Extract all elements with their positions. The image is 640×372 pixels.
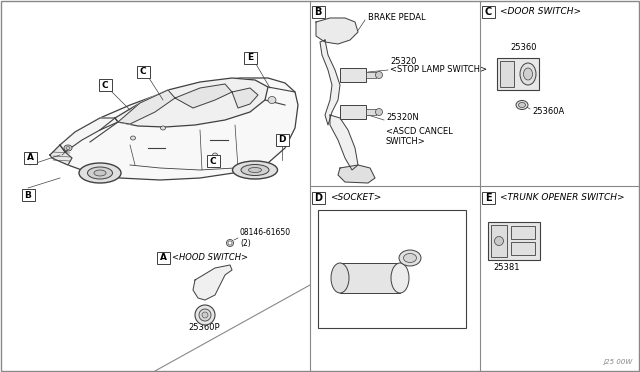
Text: C: C bbox=[102, 80, 108, 90]
Text: 25360A: 25360A bbox=[532, 108, 564, 116]
Polygon shape bbox=[338, 165, 375, 183]
Ellipse shape bbox=[227, 240, 234, 247]
Ellipse shape bbox=[161, 126, 166, 130]
Text: 25320: 25320 bbox=[390, 58, 417, 67]
Text: <KNOB>: <KNOB> bbox=[415, 244, 453, 253]
Polygon shape bbox=[175, 84, 232, 108]
Ellipse shape bbox=[232, 161, 278, 179]
Text: 25360: 25360 bbox=[510, 44, 536, 52]
Bar bbox=[340, 263, 400, 293]
Bar bbox=[497, 58, 539, 90]
Bar bbox=[312, 192, 324, 204]
Text: 25381: 25381 bbox=[493, 263, 520, 273]
Text: E: E bbox=[247, 54, 253, 62]
Ellipse shape bbox=[268, 96, 276, 103]
Ellipse shape bbox=[516, 100, 528, 109]
Text: B: B bbox=[314, 7, 322, 17]
Text: A: A bbox=[26, 154, 33, 163]
Ellipse shape bbox=[64, 145, 72, 151]
Bar bbox=[511, 226, 535, 239]
Text: 25360P: 25360P bbox=[188, 324, 220, 333]
Ellipse shape bbox=[376, 71, 383, 78]
Ellipse shape bbox=[195, 305, 215, 325]
Bar bbox=[22, 189, 35, 201]
Text: <ASCD CANCEL
SWITCH>: <ASCD CANCEL SWITCH> bbox=[386, 127, 452, 147]
Ellipse shape bbox=[228, 241, 232, 245]
Bar bbox=[275, 134, 289, 146]
Text: <STOP LAMP SWITCH>: <STOP LAMP SWITCH> bbox=[390, 65, 487, 74]
Ellipse shape bbox=[202, 312, 208, 318]
Text: D: D bbox=[278, 135, 285, 144]
Bar bbox=[511, 242, 535, 255]
Ellipse shape bbox=[88, 167, 113, 179]
Bar bbox=[488, 222, 540, 260]
Text: 25320N: 25320N bbox=[386, 113, 419, 122]
Text: <DOOR SWITCH>: <DOOR SWITCH> bbox=[500, 7, 581, 16]
Ellipse shape bbox=[331, 263, 349, 293]
Ellipse shape bbox=[248, 167, 262, 173]
Ellipse shape bbox=[518, 103, 525, 108]
Polygon shape bbox=[316, 18, 358, 44]
Ellipse shape bbox=[212, 153, 218, 157]
Polygon shape bbox=[330, 115, 358, 170]
Ellipse shape bbox=[66, 147, 70, 150]
Ellipse shape bbox=[79, 163, 121, 183]
Text: SEC.849: SEC.849 bbox=[374, 315, 410, 324]
Text: <HOOD SWITCH>: <HOOD SWITCH> bbox=[172, 253, 248, 263]
Polygon shape bbox=[60, 118, 118, 152]
Bar bbox=[136, 66, 150, 78]
Bar bbox=[318, 210, 466, 328]
Text: C: C bbox=[210, 157, 216, 166]
Bar bbox=[312, 6, 324, 18]
Text: 08146-61650
(2): 08146-61650 (2) bbox=[240, 228, 291, 248]
Text: <SOCKET>: <SOCKET> bbox=[330, 193, 381, 202]
Bar bbox=[340, 105, 366, 119]
Text: J25 00W: J25 00W bbox=[603, 359, 632, 365]
Bar bbox=[157, 252, 170, 264]
Polygon shape bbox=[115, 78, 268, 127]
Bar bbox=[340, 68, 366, 82]
Ellipse shape bbox=[520, 63, 536, 85]
Ellipse shape bbox=[131, 136, 136, 140]
Bar bbox=[366, 109, 376, 115]
Polygon shape bbox=[232, 88, 258, 108]
Bar bbox=[24, 152, 36, 164]
Bar bbox=[491, 225, 507, 257]
Text: A: A bbox=[159, 253, 166, 263]
Ellipse shape bbox=[199, 309, 211, 321]
Bar bbox=[366, 72, 376, 78]
Text: <TRUNK OPENER SWITCH>: <TRUNK OPENER SWITCH> bbox=[500, 193, 625, 202]
Bar bbox=[99, 79, 111, 91]
Ellipse shape bbox=[241, 164, 269, 176]
Text: C: C bbox=[140, 67, 147, 77]
Bar bbox=[500, 61, 514, 87]
Polygon shape bbox=[50, 78, 298, 180]
Bar bbox=[481, 6, 495, 18]
Text: E: E bbox=[484, 193, 492, 203]
Text: BRAKE PEDAL: BRAKE PEDAL bbox=[368, 13, 426, 22]
Bar bbox=[207, 155, 220, 167]
Text: <INNER CASE>: <INNER CASE> bbox=[340, 295, 405, 305]
Ellipse shape bbox=[403, 253, 417, 263]
Text: D: D bbox=[314, 193, 322, 203]
Text: B: B bbox=[24, 190, 31, 199]
Bar bbox=[481, 192, 495, 204]
Polygon shape bbox=[193, 265, 232, 300]
Ellipse shape bbox=[399, 250, 421, 266]
Polygon shape bbox=[50, 145, 72, 165]
Ellipse shape bbox=[524, 68, 532, 80]
Polygon shape bbox=[118, 90, 175, 124]
Polygon shape bbox=[320, 40, 340, 125]
Bar bbox=[243, 52, 257, 64]
Ellipse shape bbox=[391, 263, 409, 293]
Text: C: C bbox=[484, 7, 492, 17]
Ellipse shape bbox=[495, 237, 504, 246]
Ellipse shape bbox=[94, 170, 106, 176]
Ellipse shape bbox=[376, 109, 383, 115]
